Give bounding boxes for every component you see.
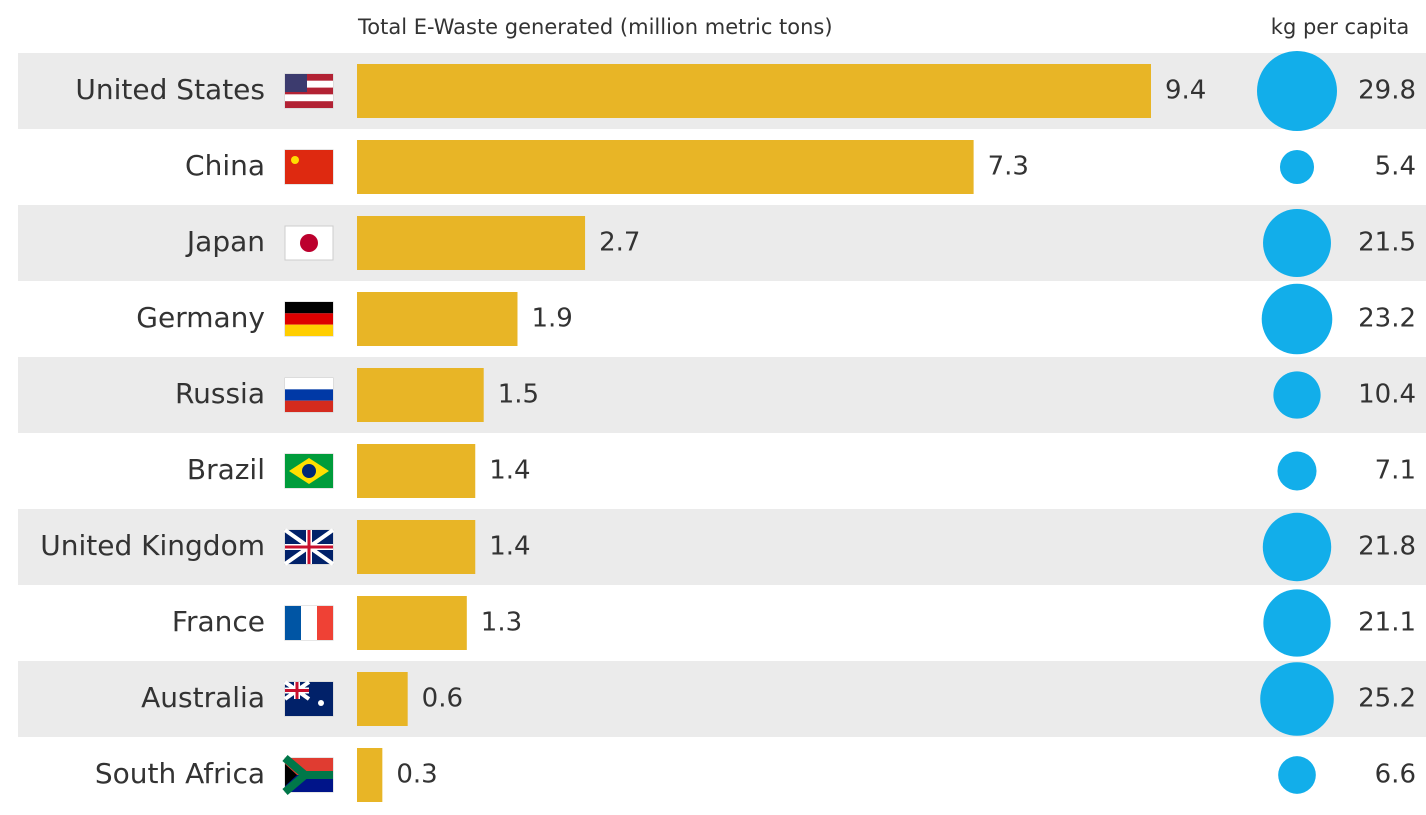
flag-icon: [284, 73, 334, 109]
flag-icon: [284, 605, 334, 641]
bubble: [1263, 209, 1331, 277]
category-label: South Africa: [95, 757, 265, 790]
bubble: [1273, 371, 1321, 419]
bubble: [1263, 589, 1331, 657]
bar: [357, 748, 383, 802]
flag-canton: [285, 74, 307, 92]
flag-icon: [284, 225, 334, 261]
category-label: Australia: [141, 681, 265, 714]
row-band: [18, 661, 1426, 737]
bar-value-label: 1.9: [531, 304, 572, 334]
bar: [357, 64, 1151, 118]
category-label: Brazil: [187, 453, 265, 486]
bar-value-label: 0.3: [396, 760, 437, 790]
category-label: Japan: [185, 225, 265, 258]
bubble-value-label: 6.6: [1375, 760, 1416, 790]
bubble-value-label: 21.8: [1358, 532, 1416, 562]
bubble-value-label: 21.1: [1358, 608, 1416, 638]
bar-value-label: 1.4: [489, 456, 530, 486]
flag-field: [285, 150, 333, 184]
flag-stripe: [285, 101, 333, 108]
category-label: United Kingdom: [40, 529, 265, 562]
bubble-value-label: 25.2: [1358, 684, 1416, 714]
flag-stripe: [285, 302, 333, 314]
bubble: [1257, 51, 1337, 131]
flag-icon: [284, 149, 334, 185]
flag-star: [318, 700, 324, 706]
flag-star: [291, 156, 299, 164]
flag-icon: [284, 377, 334, 413]
flag-stripe: [317, 606, 333, 640]
flag-globe: [302, 464, 316, 478]
bar: [357, 292, 518, 346]
flag-icon: [283, 680, 334, 717]
bubble: [1278, 756, 1316, 794]
category-label: France: [172, 605, 265, 638]
category-label: United States: [75, 73, 265, 106]
flag-stripe: [285, 378, 333, 390]
bubble-value-label: 5.4: [1375, 152, 1416, 182]
category-label: China: [185, 149, 265, 182]
flag-stripe: [285, 400, 333, 412]
bubble-value-label: 7.1: [1375, 456, 1416, 486]
flag-cross: [285, 682, 309, 699]
flag-stripe: [301, 606, 317, 640]
bubble-value-label: 23.2: [1358, 304, 1416, 334]
bar-value-label: 9.4: [1165, 76, 1206, 106]
flag-stripe: [285, 313, 333, 325]
bar-value-label: 1.3: [481, 608, 522, 638]
category-label: Germany: [136, 301, 265, 334]
bubble: [1262, 512, 1332, 582]
bar: [357, 140, 974, 194]
flag-stripe: [285, 606, 301, 640]
bar: [357, 368, 484, 422]
bar-value-label: 2.7: [599, 228, 640, 258]
flag-icon: [284, 301, 334, 337]
flag-stripe: [285, 87, 333, 95]
bar-value-label: 7.3: [988, 152, 1029, 182]
bubble-value-label: 21.5: [1358, 228, 1416, 258]
bubble: [1261, 283, 1333, 355]
row-band: [18, 205, 1426, 281]
bubble: [1277, 451, 1317, 491]
flag-stripe: [285, 94, 333, 102]
flag-stripe: [285, 80, 333, 88]
flag-sun: [300, 234, 318, 252]
bubble-header: kg per capita: [1271, 15, 1409, 39]
flag-tri: [285, 764, 297, 786]
flag-y: [282, 754, 333, 796]
bar-value-label: 1.4: [489, 532, 530, 562]
flag-icon: [284, 453, 334, 489]
bar-header: Total E-Waste generated (million metric …: [357, 15, 833, 39]
flag-icon: [282, 754, 334, 796]
bar-value-label: 0.6: [422, 684, 463, 714]
bar: [357, 520, 476, 574]
flag-stripe: [285, 74, 333, 81]
bar: [357, 444, 476, 498]
bubble-value-label: 10.4: [1358, 380, 1416, 410]
bubble: [1279, 149, 1315, 185]
bar-value-label: 1.5: [498, 380, 539, 410]
bubble: [1260, 662, 1334, 736]
bar: [357, 216, 586, 270]
row-band: [18, 357, 1426, 433]
bar: [357, 596, 467, 650]
row-band: [18, 509, 1426, 585]
flag-stripe: [285, 324, 333, 336]
bar: [357, 672, 408, 726]
flag-cross: [285, 530, 333, 564]
flag-icon: [283, 528, 335, 566]
flag-stripe: [285, 389, 333, 401]
category-label: Russia: [175, 377, 265, 410]
bubble-value-label: 29.8: [1358, 76, 1416, 106]
